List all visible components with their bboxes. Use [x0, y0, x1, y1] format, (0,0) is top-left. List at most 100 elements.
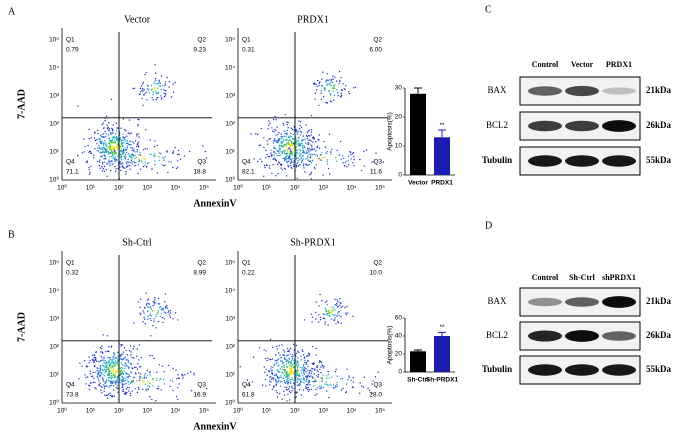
event-dot [184, 374, 186, 376]
event-dot [303, 372, 305, 374]
event-dot [111, 127, 113, 129]
event-dot [288, 149, 290, 152]
event-dot [127, 153, 130, 155]
event-dot [302, 378, 305, 381]
event-dot [318, 385, 321, 387]
event-dot [97, 132, 99, 135]
event-dot [164, 306, 167, 308]
event-dot [133, 345, 135, 348]
event-dot [111, 145, 113, 147]
event-dot [285, 139, 287, 142]
y-tick-label: 10³ [226, 93, 236, 100]
event-dot [283, 369, 285, 371]
event-dot [152, 305, 154, 307]
event-dot [144, 73, 146, 76]
error-bar [414, 87, 422, 94]
event-dot [282, 122, 284, 125]
event-dot [269, 358, 271, 361]
event-dot [99, 361, 101, 363]
event-dot [282, 135, 284, 138]
event-dot [281, 380, 283, 383]
event-dot [279, 368, 282, 370]
event-dot [300, 130, 302, 133]
event-dot [120, 148, 123, 150]
event-dot [296, 131, 299, 134]
event-dot [124, 147, 126, 149]
x-tick-label: 10⁴ [171, 408, 181, 415]
y-tick-label: 30 [395, 85, 403, 92]
event-dot [328, 396, 330, 399]
event-dot [282, 157, 284, 160]
event-dot [105, 385, 107, 387]
event-dot [285, 373, 287, 376]
event-dot [139, 91, 142, 93]
quadrant-value: 11.6 [370, 169, 383, 176]
event-dot [326, 390, 328, 392]
event-dot [292, 354, 294, 356]
event-dot [164, 164, 166, 166]
event-dot [336, 385, 338, 388]
event-dot [138, 146, 140, 148]
event-dot [291, 378, 293, 381]
event-dot [339, 79, 341, 82]
event-dot [163, 159, 165, 161]
event-dot [110, 385, 113, 387]
event-dot [322, 71, 324, 73]
event-dot [315, 150, 317, 152]
event-dot [145, 388, 147, 390]
event-dot [276, 374, 278, 376]
event-dot [114, 364, 116, 366]
event-dot [289, 369, 292, 372]
event-dot [111, 136, 114, 139]
event-dot [136, 143, 139, 146]
event-dot [107, 379, 110, 381]
event-dot [330, 153, 332, 156]
event-dot [333, 85, 335, 87]
event-dot [169, 309, 171, 312]
event-dot [317, 376, 319, 378]
event-dot [99, 346, 102, 349]
event-dot [337, 95, 339, 97]
event-dot [273, 364, 275, 367]
event-dot [332, 90, 334, 93]
event-dot [125, 139, 127, 141]
event-dot [131, 356, 133, 359]
event-dot [102, 373, 105, 376]
event-dot [147, 318, 149, 320]
event-dot [114, 156, 117, 158]
event-dot [329, 315, 331, 318]
event-dot [97, 150, 100, 152]
event-dot [270, 370, 273, 372]
event-dot [164, 96, 166, 98]
event-dot [312, 368, 314, 370]
event-dot [108, 386, 110, 388]
event-dot [339, 81, 341, 83]
event-dot [155, 315, 157, 318]
event-dot [326, 159, 328, 161]
event-dot [374, 376, 377, 378]
y-axis-label: Apoptosis(%) [387, 326, 394, 365]
event-dot [161, 316, 164, 319]
flow-plot: Sh-PRDX110⁰10⁰10¹10¹10²10²10³10³10⁴10⁴10… [225, 237, 392, 415]
event-dot [125, 130, 127, 132]
event-dot [306, 131, 309, 134]
event-dot [101, 166, 103, 168]
event-dot [108, 373, 110, 375]
event-dot [149, 139, 151, 141]
event-dot [302, 135, 305, 137]
event-dot [315, 388, 317, 391]
event-dot [302, 155, 304, 158]
event-dot [190, 371, 192, 373]
event-dot [98, 146, 100, 148]
event-dot [298, 137, 300, 139]
event-dot [139, 151, 141, 154]
event-dot [279, 354, 281, 356]
event-dot [88, 138, 90, 140]
event-dot [168, 81, 170, 83]
event-dot [276, 348, 278, 350]
event-dot [326, 300, 328, 302]
event-dot [158, 303, 161, 305]
event-dot [89, 359, 91, 362]
event-dot [116, 387, 118, 389]
event-dot [150, 335, 152, 337]
